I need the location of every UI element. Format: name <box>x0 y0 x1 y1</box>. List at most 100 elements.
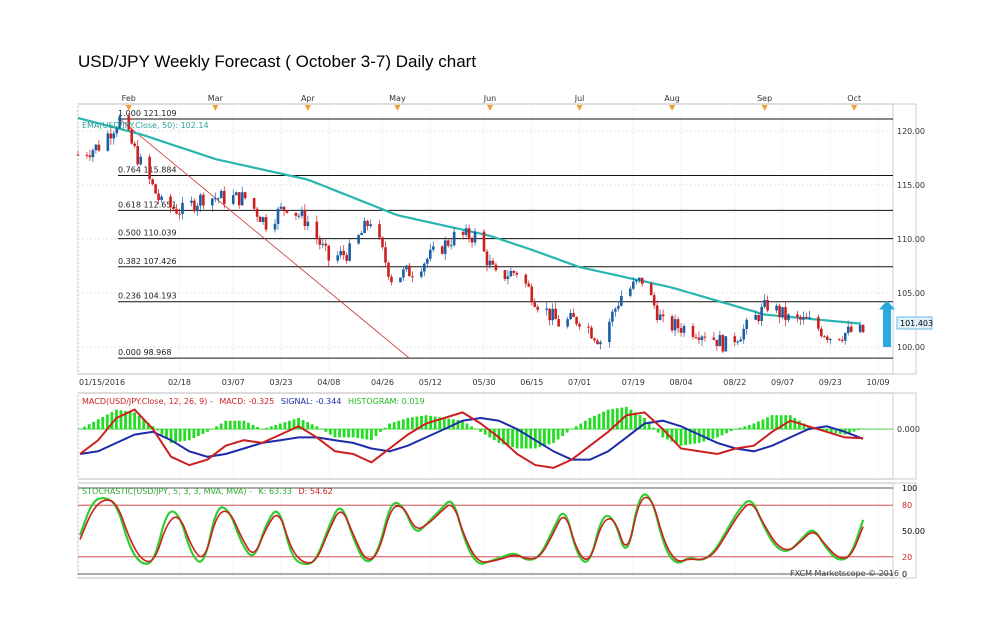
candle-body <box>763 300 766 307</box>
candle-body <box>211 198 214 206</box>
macd-histogram-bar <box>110 412 114 430</box>
candle-body <box>148 156 151 180</box>
month-marker <box>851 105 858 111</box>
candle-body <box>420 271 423 277</box>
macd-histogram-bar <box>597 413 601 430</box>
candle-body <box>345 255 348 261</box>
candle-body <box>506 276 510 279</box>
candle-body <box>491 260 495 265</box>
x-tick-label: 04/26 <box>371 378 394 387</box>
price-tick-label: 100.00 <box>897 343 925 352</box>
candle-body <box>745 319 749 329</box>
candle-body <box>279 206 283 209</box>
candle-body <box>608 321 611 343</box>
candle-body <box>599 342 602 345</box>
macd-histogram-bar <box>738 427 742 430</box>
macd-tick-label: 0.000 <box>897 425 920 434</box>
candle-body <box>440 246 444 254</box>
candle-body <box>840 339 844 341</box>
candle-body <box>85 154 89 156</box>
macd-histogram-bar <box>424 415 428 430</box>
candle-body <box>611 311 614 322</box>
macd-histogram-bar <box>729 429 733 432</box>
month-label: Mar <box>208 94 224 103</box>
candle-body <box>273 223 277 230</box>
candle-body <box>494 264 498 271</box>
macd-histogram-bar <box>825 429 829 432</box>
macd-histogram-bar <box>96 419 100 430</box>
candle-body <box>617 305 620 309</box>
candle-body <box>130 129 134 144</box>
candle-body <box>106 133 110 151</box>
candle-body <box>217 198 220 200</box>
candle-body <box>590 327 593 339</box>
candle-body <box>190 200 193 203</box>
candle-body <box>757 314 760 321</box>
candle-body <box>614 308 617 312</box>
candle-body <box>240 192 244 206</box>
candle-body <box>679 328 683 333</box>
macd-histogram-bar <box>196 429 200 436</box>
x-tick-label: 08/04 <box>670 378 693 387</box>
candle-body <box>431 246 435 250</box>
stoch-scale <box>892 482 917 579</box>
candle-body <box>258 216 262 222</box>
candle-body <box>300 210 304 216</box>
stoch-k-line <box>78 493 865 566</box>
macd-histogram-bar <box>219 423 223 430</box>
candle-body <box>234 192 238 196</box>
macd-panel <box>77 392 894 480</box>
month-label: Jun <box>483 94 497 103</box>
candle-body <box>658 314 662 321</box>
stoch-d-line <box>79 496 864 564</box>
candle-body <box>820 328 823 337</box>
month-marker <box>394 105 401 111</box>
candle-body <box>843 332 847 341</box>
macd-histogram-bar <box>274 424 278 430</box>
macd-histogram-bar <box>201 429 205 434</box>
macd-histogram-bar <box>465 423 469 430</box>
x-tick-label: 02/18 <box>168 378 191 387</box>
trendline <box>119 118 410 359</box>
candle-body <box>545 308 548 310</box>
macd-histogram-bar <box>183 429 187 441</box>
candle-body <box>817 317 820 329</box>
macd-histogram-bar <box>543 429 546 446</box>
candle-body <box>172 207 175 209</box>
candle-body <box>387 262 390 277</box>
macd-histogram-bar <box>215 426 218 430</box>
macd-histogram-bar <box>324 429 328 432</box>
macd-histogram-bar <box>798 420 801 430</box>
macd-histogram-bar <box>747 424 751 430</box>
page-title: USD/JPY Weekly Forecast ( October 3-7) D… <box>78 52 477 71</box>
macd-histogram-bar <box>757 421 760 430</box>
candle-body <box>363 220 366 233</box>
macd-histogram-bar <box>652 427 656 430</box>
candle-body <box>554 308 557 320</box>
macd-histogram-bar <box>356 429 360 439</box>
macd-histogram-bar <box>624 406 628 430</box>
candle-body <box>199 194 202 206</box>
candle-body <box>846 326 850 333</box>
candle-body <box>196 205 199 212</box>
macd-histogram-bar <box>556 429 560 440</box>
macd-histogram-bar <box>511 429 514 448</box>
macd-histogram-bar <box>383 427 387 430</box>
candle-body <box>151 179 154 185</box>
macd-histogram-bar <box>187 429 191 441</box>
candle-body <box>118 116 122 129</box>
month-label: Oct <box>847 94 861 103</box>
macd-histogram-bar <box>693 429 697 444</box>
macd-histogram-bar <box>515 429 519 449</box>
candle-body <box>285 210 289 213</box>
macd-histogram-bar <box>752 423 756 430</box>
macd-histogram-bar <box>470 426 473 430</box>
candle-body <box>587 326 590 328</box>
candle-body <box>628 288 632 296</box>
macd-histogram-bar <box>351 429 355 438</box>
candle-body <box>357 235 360 244</box>
candle-body <box>470 238 474 243</box>
stoch-tick-label: 100 <box>902 484 917 493</box>
macd-histogram-bar <box>593 415 596 430</box>
